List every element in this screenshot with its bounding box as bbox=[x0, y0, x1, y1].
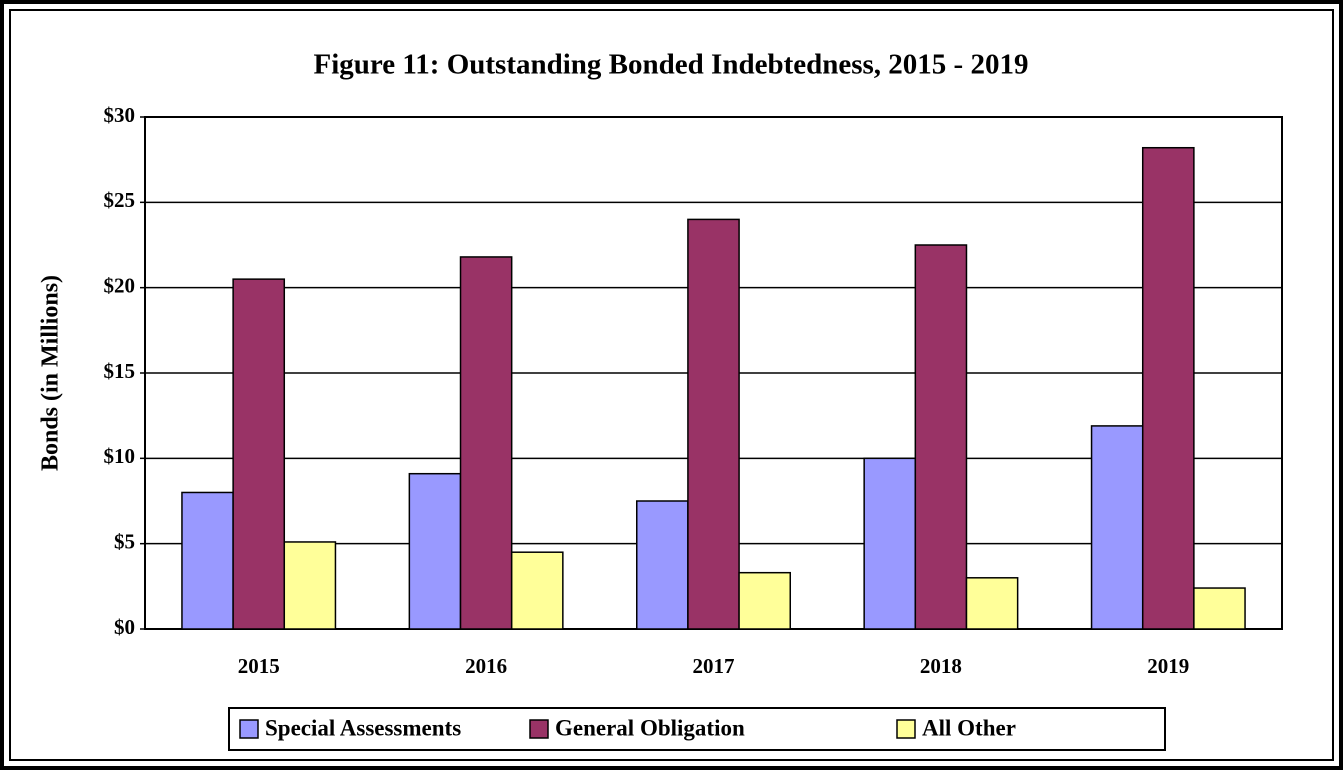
y-tick-label: $15 bbox=[104, 359, 136, 383]
x-tick-label: 2015 bbox=[238, 654, 280, 678]
legend-label: Special Assessments bbox=[265, 715, 461, 740]
bar bbox=[636, 500, 689, 630]
bar bbox=[965, 577, 1019, 630]
legend-swatch bbox=[896, 719, 916, 739]
y-tick-label: $20 bbox=[104, 273, 136, 297]
bar bbox=[1193, 587, 1246, 630]
legend-label: General Obligation bbox=[555, 715, 745, 740]
bar bbox=[1141, 146, 1195, 630]
legend-swatch bbox=[239, 719, 259, 739]
y-tick-label: $25 bbox=[104, 188, 136, 212]
legend-swatch bbox=[529, 719, 549, 739]
y-tick-label: $10 bbox=[104, 444, 136, 468]
y-axis-label: Bonds (in Millions) bbox=[38, 275, 64, 471]
y-tick-label: $5 bbox=[114, 529, 135, 553]
bar bbox=[687, 218, 740, 630]
bar bbox=[510, 551, 564, 630]
bar bbox=[283, 541, 337, 630]
inner-frame bbox=[9, 9, 1334, 761]
legend-label: All Other bbox=[922, 715, 1016, 740]
y-tick-label: $0 bbox=[114, 615, 135, 639]
bar bbox=[408, 472, 462, 630]
legend-box bbox=[228, 707, 1166, 751]
x-tick-label: 2019 bbox=[1147, 654, 1189, 678]
bar bbox=[1090, 425, 1144, 630]
chart-title: Figure 11: Outstanding Bonded Indebtedne… bbox=[314, 49, 1029, 81]
bar bbox=[232, 278, 286, 630]
bar bbox=[459, 256, 513, 630]
y-tick-label: $30 bbox=[104, 103, 136, 127]
bar bbox=[914, 244, 968, 630]
bar bbox=[738, 571, 791, 630]
bar bbox=[181, 491, 234, 630]
x-tick-label: 2016 bbox=[465, 654, 507, 678]
bar bbox=[863, 457, 917, 630]
x-tick-label: 2018 bbox=[920, 654, 962, 678]
x-tick-label: 2017 bbox=[693, 654, 735, 678]
